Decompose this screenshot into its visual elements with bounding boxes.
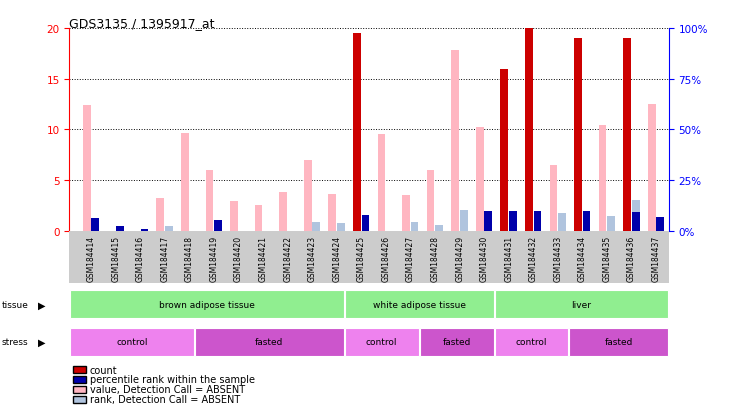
Bar xyxy=(353,34,360,231)
Text: GSM184429: GSM184429 xyxy=(455,235,464,281)
Text: GSM184415: GSM184415 xyxy=(111,235,120,281)
Text: GSM184433: GSM184433 xyxy=(553,235,562,282)
Text: GSM184430: GSM184430 xyxy=(480,235,489,282)
Text: fasted: fasted xyxy=(442,337,471,346)
Text: GSM184421: GSM184421 xyxy=(259,235,268,281)
Bar xyxy=(525,29,533,231)
Bar xyxy=(648,105,656,231)
Text: GSM184435: GSM184435 xyxy=(602,235,612,282)
Bar xyxy=(509,211,517,231)
Bar xyxy=(525,100,533,231)
Text: GSM184436: GSM184436 xyxy=(627,235,636,282)
Bar xyxy=(558,214,566,231)
Bar xyxy=(312,222,320,231)
Bar xyxy=(156,199,164,231)
Text: GSM184431: GSM184431 xyxy=(504,235,513,281)
Text: control: control xyxy=(366,337,398,346)
Bar xyxy=(451,51,459,231)
Bar xyxy=(656,217,664,231)
Bar xyxy=(91,219,99,231)
Text: GSM184420: GSM184420 xyxy=(234,235,243,281)
Text: GDS3135 / 1395917_at: GDS3135 / 1395917_at xyxy=(69,17,215,29)
Bar xyxy=(534,211,541,231)
Bar xyxy=(476,128,484,231)
Text: GSM184434: GSM184434 xyxy=(578,235,587,282)
Bar xyxy=(140,230,148,231)
Text: percentile rank within the sample: percentile rank within the sample xyxy=(90,375,255,385)
Bar xyxy=(254,206,262,231)
Bar xyxy=(599,126,607,231)
Bar xyxy=(337,224,345,231)
Text: GSM184418: GSM184418 xyxy=(185,235,194,281)
Bar xyxy=(550,166,557,231)
Text: GSM184437: GSM184437 xyxy=(651,235,661,282)
Text: GSM184425: GSM184425 xyxy=(357,235,366,281)
FancyBboxPatch shape xyxy=(495,291,668,318)
FancyBboxPatch shape xyxy=(420,328,493,356)
Bar xyxy=(485,211,492,231)
Text: ▶: ▶ xyxy=(38,299,45,310)
Bar xyxy=(411,222,418,231)
Bar xyxy=(362,222,369,231)
Text: fasted: fasted xyxy=(255,337,284,346)
Bar xyxy=(583,211,591,231)
Text: GSM184423: GSM184423 xyxy=(308,235,317,281)
FancyBboxPatch shape xyxy=(345,328,419,356)
Bar xyxy=(435,226,443,231)
Text: brown adipose tissue: brown adipose tissue xyxy=(159,300,254,309)
Bar xyxy=(116,227,124,231)
Text: tissue: tissue xyxy=(1,300,29,309)
Text: GSM184414: GSM184414 xyxy=(87,235,96,281)
Bar xyxy=(214,221,222,231)
Bar xyxy=(181,134,189,231)
Text: GSM184417: GSM184417 xyxy=(160,235,170,281)
Bar xyxy=(165,226,173,231)
Bar xyxy=(632,201,640,231)
Text: count: count xyxy=(90,365,118,375)
Text: GSM184426: GSM184426 xyxy=(382,235,390,281)
Text: GSM184432: GSM184432 xyxy=(529,235,538,281)
FancyBboxPatch shape xyxy=(495,328,569,356)
Bar xyxy=(279,193,287,231)
Bar xyxy=(607,216,615,231)
Text: GSM184424: GSM184424 xyxy=(333,235,341,281)
Bar xyxy=(378,135,385,231)
Text: GSM184428: GSM184428 xyxy=(431,235,439,281)
Bar xyxy=(304,160,311,231)
Text: ▶: ▶ xyxy=(38,337,45,347)
Bar xyxy=(624,39,631,231)
Text: fasted: fasted xyxy=(605,337,633,346)
Bar xyxy=(402,196,410,231)
Bar xyxy=(583,211,591,231)
Text: control: control xyxy=(116,337,148,346)
Bar xyxy=(460,211,468,231)
FancyBboxPatch shape xyxy=(70,328,194,356)
Text: stress: stress xyxy=(1,337,28,346)
FancyBboxPatch shape xyxy=(70,291,344,318)
Bar xyxy=(83,106,91,231)
Bar xyxy=(574,39,582,231)
Bar xyxy=(362,216,369,231)
Text: rank, Detection Call = ABSENT: rank, Detection Call = ABSENT xyxy=(90,394,240,404)
Text: value, Detection Call = ABSENT: value, Detection Call = ABSENT xyxy=(90,385,245,394)
FancyBboxPatch shape xyxy=(345,291,493,318)
FancyBboxPatch shape xyxy=(569,328,668,356)
Text: liver: liver xyxy=(572,300,591,309)
Bar xyxy=(632,213,640,231)
Text: GSM184427: GSM184427 xyxy=(406,235,415,281)
Text: GSM184422: GSM184422 xyxy=(283,235,292,281)
Text: control: control xyxy=(516,337,548,346)
Bar xyxy=(501,69,508,231)
Bar xyxy=(230,202,238,231)
Bar xyxy=(328,195,336,231)
Bar xyxy=(427,171,434,231)
Text: GSM184416: GSM184416 xyxy=(136,235,145,281)
Text: GSM184419: GSM184419 xyxy=(210,235,219,281)
FancyBboxPatch shape xyxy=(195,328,344,356)
Bar xyxy=(205,171,213,231)
Text: white adipose tissue: white adipose tissue xyxy=(373,300,466,309)
